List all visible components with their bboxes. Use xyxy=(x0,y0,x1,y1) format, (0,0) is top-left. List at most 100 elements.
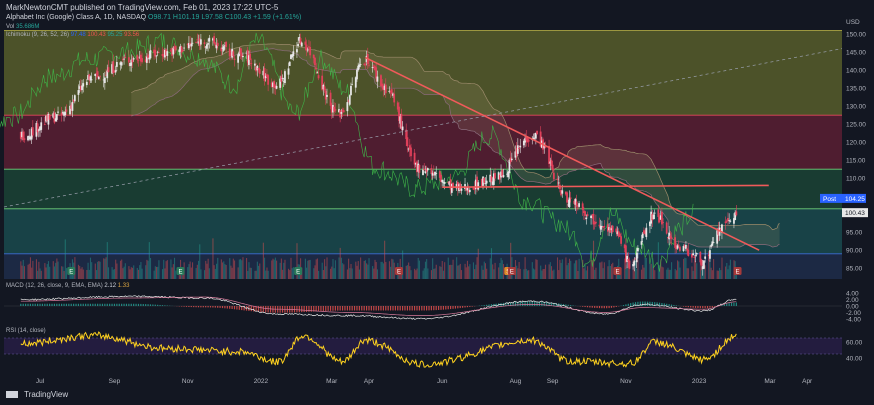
rsi-line xyxy=(20,331,737,369)
candle-body xyxy=(119,62,122,65)
candle-body xyxy=(389,90,392,93)
volume-bar xyxy=(276,260,278,279)
macd-histogram-bar xyxy=(411,306,413,311)
candle-body xyxy=(172,47,175,55)
macd-histogram-bar xyxy=(310,306,312,312)
volume-bar xyxy=(693,261,695,279)
volume-bar xyxy=(577,270,579,279)
volume-bar xyxy=(410,270,412,279)
volume-bar xyxy=(197,260,200,279)
volume-bar xyxy=(434,268,436,279)
candle-body xyxy=(129,62,131,67)
candle-body xyxy=(220,47,223,52)
volume-bar xyxy=(653,266,655,279)
candle-body xyxy=(497,172,500,180)
candle-body xyxy=(203,42,206,45)
candle-body xyxy=(30,128,33,140)
candle-body xyxy=(414,163,417,165)
macd-histogram-bar xyxy=(219,306,221,308)
macd-histogram-bar xyxy=(73,303,75,306)
candle-body xyxy=(438,171,441,178)
volume-bar xyxy=(695,261,697,279)
candle-body xyxy=(526,137,529,143)
candle-body xyxy=(113,70,116,73)
volume-bar xyxy=(112,269,114,279)
ichimoku-value-4: 93.56 xyxy=(124,32,140,38)
volume-bar xyxy=(31,267,33,279)
candle-body xyxy=(694,255,697,257)
volume-bar xyxy=(666,269,668,279)
candle-body xyxy=(524,138,526,143)
earnings-marker xyxy=(733,267,742,275)
candle-body xyxy=(279,78,282,88)
macd-histogram-bar xyxy=(471,306,473,307)
candle-body xyxy=(357,65,360,71)
macd-histogram-bar xyxy=(368,306,370,311)
volume-bar xyxy=(249,267,251,279)
volume-bar xyxy=(458,265,460,279)
volume-bar xyxy=(725,266,727,279)
volume-bar xyxy=(196,264,198,279)
volume-bar xyxy=(338,257,340,279)
candle-body xyxy=(640,241,643,245)
candle-body xyxy=(256,66,259,71)
candle-body xyxy=(191,42,194,44)
volume-bar xyxy=(122,268,124,279)
candle-body xyxy=(272,82,274,87)
candle-body xyxy=(560,189,562,196)
ichimoku-legend[interactable]: Ichimoku (9, 26, 52, 26) 97.48 100.43 95… xyxy=(6,32,139,38)
publisher-line: MarkNewtonCMT published on TradingView.c… xyxy=(6,3,279,12)
volume-legend[interactable]: Vol 35.686M xyxy=(6,24,39,30)
candle-body xyxy=(257,68,260,70)
macd-histogram-bar xyxy=(382,306,384,311)
candle-body xyxy=(717,228,720,235)
volume-bar xyxy=(38,261,40,279)
candle-body xyxy=(103,77,106,84)
candle-body xyxy=(317,75,320,79)
candle-body xyxy=(233,58,236,61)
candle-body xyxy=(78,86,81,89)
candle-body xyxy=(149,50,152,59)
candle-body xyxy=(376,76,379,82)
candle-body xyxy=(548,145,550,165)
macd-histogram-bar xyxy=(325,306,327,312)
volume-bar xyxy=(677,260,679,279)
volume-bar xyxy=(469,264,471,279)
volume-bar xyxy=(493,269,495,279)
volume-bar xyxy=(139,265,141,279)
candle-body xyxy=(401,126,404,131)
time-axis-label: 2023 xyxy=(692,378,707,385)
macd-histogram-bar xyxy=(262,306,264,313)
candle-body xyxy=(346,102,349,112)
volume-bar xyxy=(292,267,294,279)
candle-body xyxy=(500,171,502,178)
candle-body xyxy=(413,152,416,165)
volume-bar xyxy=(231,267,233,279)
macd-legend[interactable]: MACD (12, 26, close, 9, EMA, EMA) 2.12 1… xyxy=(6,283,129,289)
macd-histogram-bar xyxy=(77,303,80,306)
volume-bar xyxy=(288,268,290,279)
macd-histogram-bar xyxy=(250,306,252,312)
candle-body xyxy=(248,55,250,65)
candle-body xyxy=(89,76,92,81)
macd-axis-label: -2.00 xyxy=(846,310,861,317)
candle-body xyxy=(364,64,367,66)
brand-name: TradingView xyxy=(24,390,69,399)
candle-body xyxy=(245,52,248,54)
volume-bar xyxy=(519,268,521,279)
rsi-legend[interactable]: RSI (14, close) xyxy=(6,328,46,334)
macd-pane-bg xyxy=(4,284,842,326)
macd-histogram-bar xyxy=(512,302,514,306)
volume-bar xyxy=(334,260,336,279)
candle-body xyxy=(316,72,319,74)
macd-histogram-bar xyxy=(133,303,135,306)
footer-brand[interactable]: TradingView xyxy=(6,390,68,399)
volume-bar xyxy=(643,267,645,279)
earnings-marker-label: E xyxy=(736,270,740,276)
volume-bar xyxy=(289,270,291,279)
candle-body xyxy=(211,38,214,41)
candle-body xyxy=(609,227,612,233)
macd-histogram-bar xyxy=(53,303,56,306)
candle-body xyxy=(620,236,622,244)
